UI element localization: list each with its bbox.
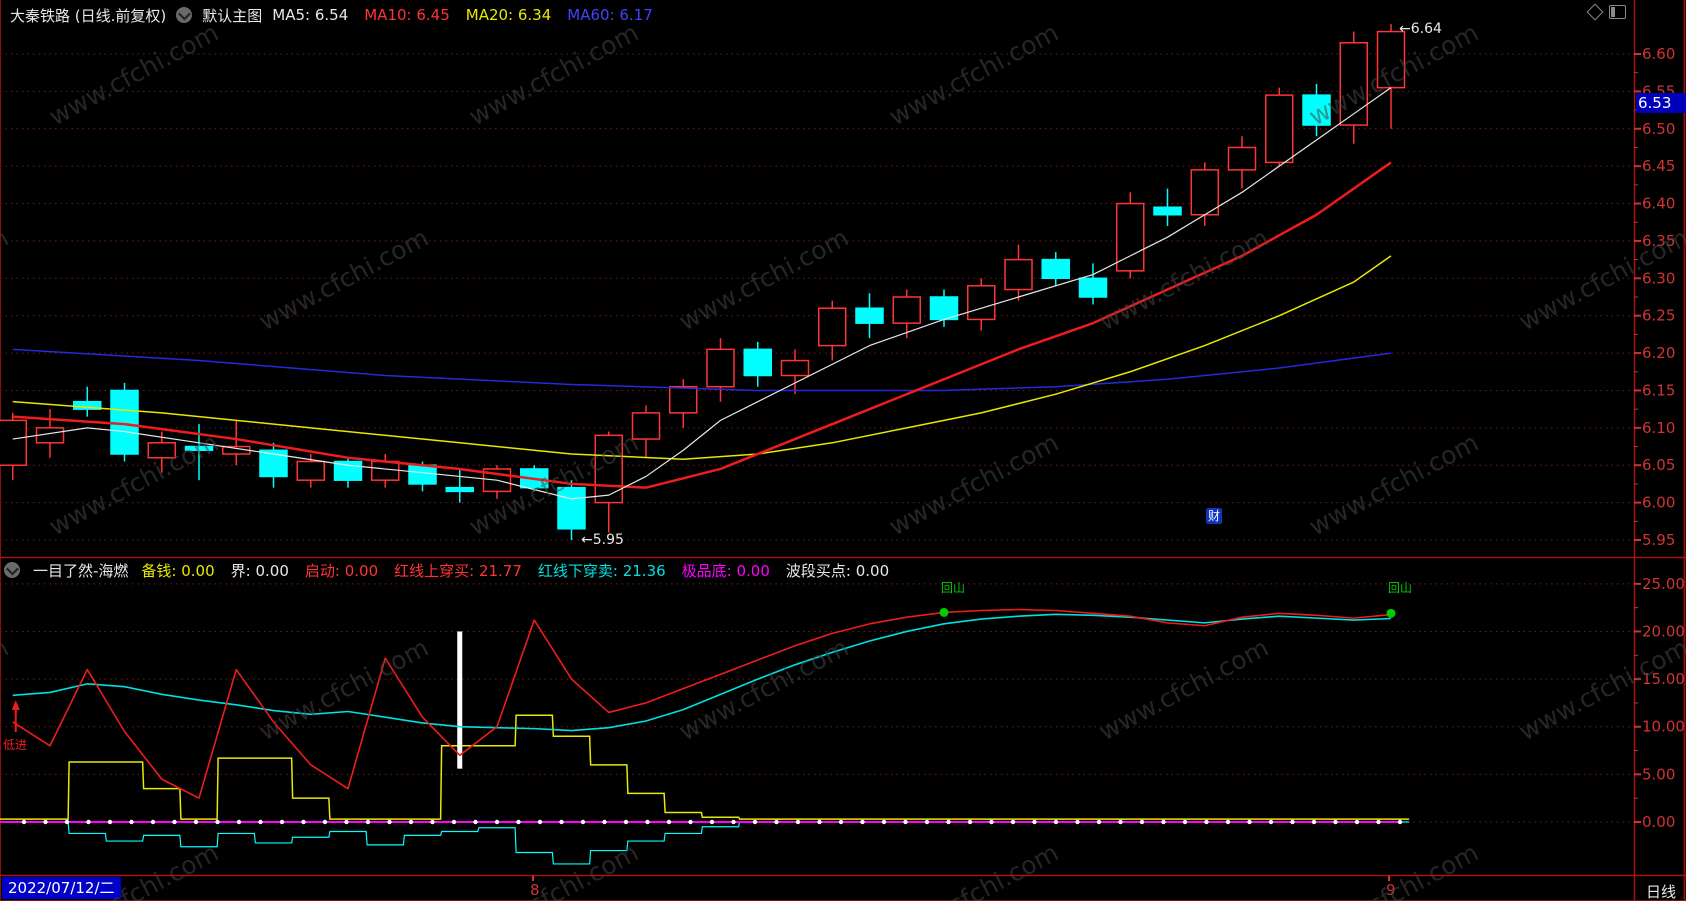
window-tools [1586, 3, 1626, 21]
chevron-down-icon[interactable] [4, 562, 20, 578]
date-chip: 2022/07/12/二 [2, 877, 121, 899]
signal-label: 回山 [1388, 581, 1412, 595]
price-gridlines [0, 53, 1634, 541]
indicator-axis-label: 20.00 [1642, 622, 1685, 640]
indicator-red-line [12, 608, 1392, 799]
indicator-field: 备钱: 0.00 [141, 561, 215, 580]
cyan-negative-steps [0, 821, 1410, 865]
indicator-header: 一目了然-海燃 备钱: 0.00 界: 0.00 启动: 0.00 红线上穿买: 21… [4, 559, 889, 581]
indicator-field: 红线上穿买: 21.77 [394, 561, 522, 580]
ma10-line [12, 161, 1392, 489]
indicator-field: 波段买点: 0.00 [785, 561, 890, 580]
ma60-line [12, 348, 1392, 392]
price-axis-label: 6.05 [1642, 456, 1675, 474]
price-axis-label: 6.35 [1642, 232, 1675, 250]
ma5-line [12, 87, 1392, 500]
price-axis-label: 5.95 [1642, 531, 1675, 549]
ma-value: MA20: 6.34 [465, 6, 552, 24]
entry-label: 低进 [3, 738, 27, 752]
low-price-annotation: ←5.95 [581, 532, 624, 548]
indicator-axis-label: 0.00 [1642, 813, 1675, 831]
zero-line-dots [21, 819, 1403, 825]
dividend-event-tag[interactable]: 财 [1206, 508, 1222, 524]
ma-value: MA5: 6.54 [272, 6, 349, 24]
indicator-axis-labels: 25.00 20.00 15.00 10.00 5.00 0.00 [1634, 575, 1685, 831]
signal-label: 回山 [941, 581, 965, 595]
ma-value: MA10: 6.45 [364, 6, 450, 24]
entry-marker: 低进 [3, 700, 27, 752]
price-axis-label: 6.45 [1642, 157, 1675, 175]
ma20-line [12, 255, 1392, 460]
layout-selector[interactable]: 默认主图 [202, 6, 263, 25]
ma-values: MA5: 6.54 MA10: 6.45 MA20: 6.34 MA60: 6.17 [272, 6, 653, 24]
indicator-cyan-line [12, 613, 1392, 732]
main-chart-header: 大秦铁路 (日线.前复权) 默认主图 MA5: 6.54 MA10: 6.45 MA… [0, 0, 1686, 30]
price-axis-label: 6.15 [1642, 381, 1675, 399]
white-volume-bar [457, 631, 463, 769]
last-price-badge: 6.53 [1636, 93, 1686, 113]
price-axis-label: 6.25 [1642, 307, 1675, 325]
price-axis-label: 6.30 [1642, 269, 1675, 287]
ma-value: MA60: 6.17 [567, 6, 653, 24]
price-axis-labels: 6.606.556.506.456.406.356.306.256.206.15… [1634, 45, 1675, 549]
indicator-axis-label: 15.00 [1642, 670, 1685, 688]
month-label: 9 [1386, 881, 1396, 899]
indicator-name[interactable]: 一目了然-海燃 [33, 561, 129, 580]
month-ticks [532, 876, 1390, 881]
indicator-axis-label: 10.00 [1642, 718, 1685, 736]
indicator-axis-label: 5.00 [1642, 765, 1675, 783]
indicator-field: 红线下穿卖: 21.36 [537, 561, 666, 580]
split-panel-icon[interactable] [1609, 5, 1626, 19]
price-axis-label: 6.60 [1642, 45, 1675, 63]
symbol-title: 大秦铁路 (日线.前复权) [10, 6, 167, 25]
indicator-values: 备钱: 0.00 界: 0.00 启动: 0.00 红线上穿买: 21.77 红线下穿卖… [141, 560, 889, 581]
yellow-step-line [0, 714, 1410, 820]
price-axis-label: 6.00 [1642, 494, 1675, 512]
signal-markers: 回山 回山 [939, 581, 1412, 618]
diamond-icon[interactable] [1586, 3, 1604, 21]
indicator-field: 界: 0.00 [230, 561, 289, 580]
indicator-field: 极品底: 0.00 [681, 561, 770, 580]
month-label: 8 [530, 881, 540, 899]
chevron-down-icon[interactable] [176, 7, 193, 23]
high-price-annotation: ←6.64 [1399, 21, 1442, 37]
price-axis-label: 6.20 [1642, 344, 1675, 362]
price-axis-label: 6.40 [1642, 195, 1675, 213]
status-bar: 2022/07/12/二 8 9 日线 [0, 875, 1686, 901]
indicator-axis-label: 25.00 [1642, 575, 1685, 593]
price-axis-label: 6.10 [1642, 419, 1675, 437]
indicator-field: 启动: 0.00 [304, 561, 379, 580]
period-label[interactable]: 日线 [1646, 883, 1677, 901]
indicator-gridlines [0, 583, 1634, 823]
candlestick-series [0, 24, 1406, 540]
price-axis-label: 6.50 [1642, 120, 1675, 138]
